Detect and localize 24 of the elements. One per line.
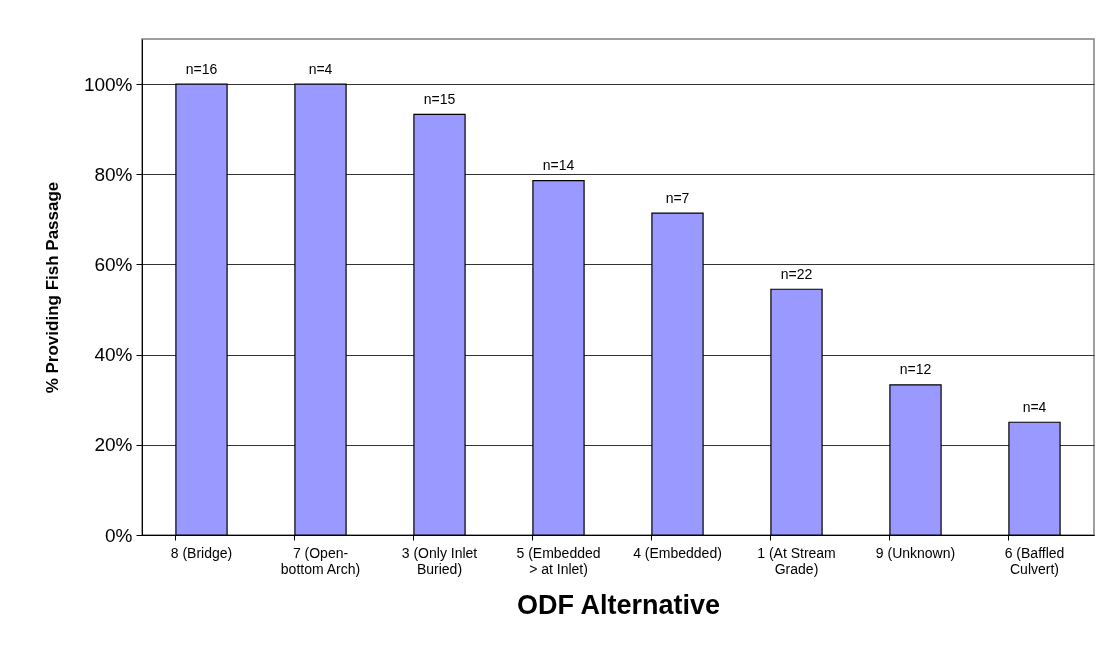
- annotation: n=12: [899, 361, 932, 378]
- x-tick-label: 4 (Embedded): [633, 544, 722, 561]
- y-tick-label: 40%: [94, 344, 133, 366]
- annotation: n=15: [423, 90, 456, 107]
- annotation: n=22: [780, 265, 813, 282]
- annotation: n=7: [665, 189, 690, 206]
- y-tick-label: 20%: [94, 434, 133, 456]
- x-axis-title: ODF Alternative: [516, 589, 721, 620]
- x-tick-label: 6 (Baffled Culvert): [1004, 544, 1065, 577]
- x-tick-label: 3 (Only Inlet Buried): [401, 544, 478, 577]
- annotation: n=14: [542, 157, 575, 174]
- x-tick-label: 8 (Bridge): [170, 544, 233, 561]
- x-tick-label: 5 (Embedded > at Inlet): [516, 544, 601, 577]
- x-tick-label: 7 (Open-bottom Arch): [280, 544, 361, 577]
- x-tick-label: 1 (At Stream Grade): [757, 544, 836, 577]
- y-tick-label: 60%: [94, 253, 133, 275]
- annotation: n=16: [185, 60, 218, 77]
- annotation: n=4: [308, 60, 333, 77]
- y-axis-title: % Providing Fish Passage: [42, 181, 62, 394]
- y-tick-label: 80%: [94, 163, 133, 185]
- annotation: n=4: [1022, 398, 1047, 415]
- y-tick-label: 100%: [83, 73, 133, 95]
- y-tick-label: 0%: [105, 524, 133, 546]
- x-tick-label: 9 (Unknown): [875, 544, 956, 561]
